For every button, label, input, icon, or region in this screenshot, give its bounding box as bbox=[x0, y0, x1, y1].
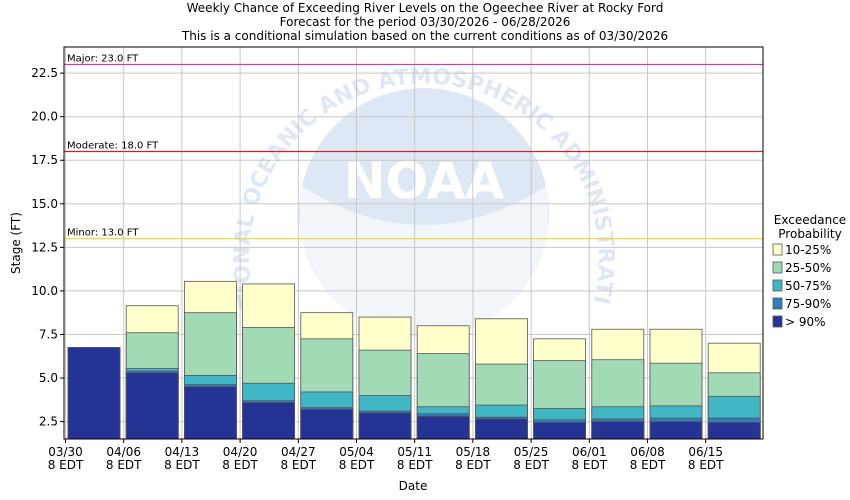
bar-segment-p90 bbox=[67, 347, 121, 440]
legend-label-p50: 50-75% bbox=[785, 279, 831, 293]
week-bar-04-06 bbox=[125, 305, 179, 440]
bar-segment-p90 bbox=[474, 418, 528, 440]
x-tick-date: 05/04 bbox=[339, 445, 374, 459]
x-tick-date: 04/13 bbox=[165, 445, 200, 459]
flood-label-1: Moderate: 18.0 FT bbox=[67, 141, 159, 152]
flood-label-0: Major: 23.0 FT bbox=[67, 53, 139, 64]
x-tick-date: 04/06 bbox=[106, 445, 141, 459]
legend-swatch-p50 bbox=[772, 279, 783, 292]
plot-border bbox=[63, 46, 764, 440]
x-tick-date: 06/15 bbox=[688, 445, 723, 459]
y-tick-label: 20.0 bbox=[31, 110, 58, 124]
grid-lines bbox=[64, 47, 763, 439]
bar-segment-p90 bbox=[533, 422, 586, 440]
x-tick-time: 8 EDT bbox=[455, 458, 491, 472]
x-tick-date: 03/30 bbox=[48, 445, 83, 459]
bar-segment-p90 bbox=[707, 422, 761, 440]
bar-segment-p90 bbox=[242, 402, 296, 440]
week-bar-05-11 bbox=[416, 325, 470, 440]
y-tick-label: 2.5 bbox=[39, 415, 58, 429]
noaa-logo-text: NOAA bbox=[344, 152, 505, 210]
x-tick-date: 04/20 bbox=[223, 445, 258, 459]
x-tick-time: 8 EDT bbox=[48, 458, 84, 472]
x-tick-time: 8 EDT bbox=[280, 458, 316, 472]
week-bar-05-18 bbox=[474, 318, 528, 440]
y-tick-label: 15.0 bbox=[31, 197, 58, 211]
x-tick-time: 8 EDT bbox=[106, 458, 142, 472]
legend-label-p75: 75-90% bbox=[785, 297, 831, 311]
x-tick-time: 8 EDT bbox=[164, 458, 200, 472]
y-axis-label: Stage (FT) bbox=[9, 212, 23, 274]
week-bar-05-04 bbox=[358, 316, 412, 440]
bar-segment-p90 bbox=[649, 421, 703, 440]
axes bbox=[63, 46, 764, 440]
week-bar-06-15 bbox=[707, 342, 761, 440]
y-tick-label: 12.5 bbox=[31, 240, 58, 254]
week-bar-03-30 bbox=[67, 347, 121, 440]
y-tick-label: 22.5 bbox=[31, 66, 58, 80]
x-tick-date: 05/11 bbox=[397, 445, 432, 459]
legend: Exceedance Probability 10-25% 25-50% 50-75… bbox=[772, 213, 846, 329]
x-tick-date: 05/18 bbox=[456, 445, 491, 459]
x-tick-date: 06/08 bbox=[630, 445, 665, 459]
y-tick-label: 17.5 bbox=[31, 153, 58, 167]
title-line-1: Weekly Chance of Exceeding River Levels … bbox=[187, 1, 664, 15]
flood-label-2: Minor: 13.0 FT bbox=[67, 228, 139, 239]
bar-segment-p90 bbox=[416, 415, 470, 440]
legend-label-p25: 25-50% bbox=[785, 261, 831, 275]
week-bar-05-25 bbox=[533, 338, 586, 440]
title-line-2: Forecast for the period 03/30/2026 - 06/… bbox=[280, 15, 571, 29]
x-tick-time: 8 EDT bbox=[222, 458, 258, 472]
title-line-3: This is a conditional simulation based o… bbox=[181, 29, 668, 43]
bar-segment-p90 bbox=[125, 372, 179, 440]
bars bbox=[67, 280, 761, 440]
x-tick-date: 04/27 bbox=[281, 445, 316, 459]
x-axis-label: Date bbox=[399, 479, 428, 493]
x-tick-time: 8 EDT bbox=[339, 458, 375, 472]
x-tick-time: 8 EDT bbox=[397, 458, 433, 472]
week-bar-04-20 bbox=[242, 283, 296, 440]
legend-label-p90: > 90% bbox=[785, 315, 826, 329]
x-tick-time: 8 EDT bbox=[571, 458, 607, 472]
week-bar-04-27 bbox=[300, 312, 354, 440]
week-bar-06-01 bbox=[591, 328, 645, 440]
legend-swatch-p25 bbox=[772, 261, 783, 274]
legend-swatch-p10 bbox=[772, 243, 783, 256]
x-tick-date: 06/01 bbox=[572, 445, 607, 459]
x-tick-time: 8 EDT bbox=[688, 458, 724, 472]
chart-title: Weekly Chance of Exceeding River Levels … bbox=[181, 1, 668, 43]
x-tick-date: 05/25 bbox=[514, 445, 549, 459]
y-tick-label: 7.5 bbox=[39, 327, 58, 341]
flood-levels: Major: 23.0 FT Moderate: 18.0 FT Minor: 13… bbox=[64, 53, 763, 240]
legend-title-1: Exceedance bbox=[774, 213, 846, 227]
legend-swatch-p90 bbox=[772, 315, 783, 328]
week-bar-04-13 bbox=[183, 280, 237, 440]
bar-segment-p90 bbox=[183, 386, 237, 440]
bar-segment-p90 bbox=[591, 421, 645, 440]
noaa-watermark: NOAA NATIONAL OCEANIC AND ATMOSPHERIC AD… bbox=[0, 0, 618, 338]
x-tick-time: 8 EDT bbox=[513, 458, 549, 472]
y-tick-labels: 2.5 5.0 7.5 10.0 12.5 15.0 17.5 20.0 22.5 bbox=[31, 66, 64, 429]
bar-segment-p90 bbox=[358, 412, 412, 440]
y-tick-label: 5.0 bbox=[39, 371, 58, 385]
legend-swatch-p75 bbox=[772, 297, 783, 310]
x-tick-time: 8 EDT bbox=[630, 458, 666, 472]
y-tick-label: 10.0 bbox=[31, 284, 58, 298]
week-bar-06-08 bbox=[649, 328, 703, 440]
legend-label-p10: 10-25% bbox=[785, 243, 831, 257]
legend-title-2: Probability bbox=[778, 227, 841, 241]
bar-segment-p90 bbox=[300, 408, 354, 440]
